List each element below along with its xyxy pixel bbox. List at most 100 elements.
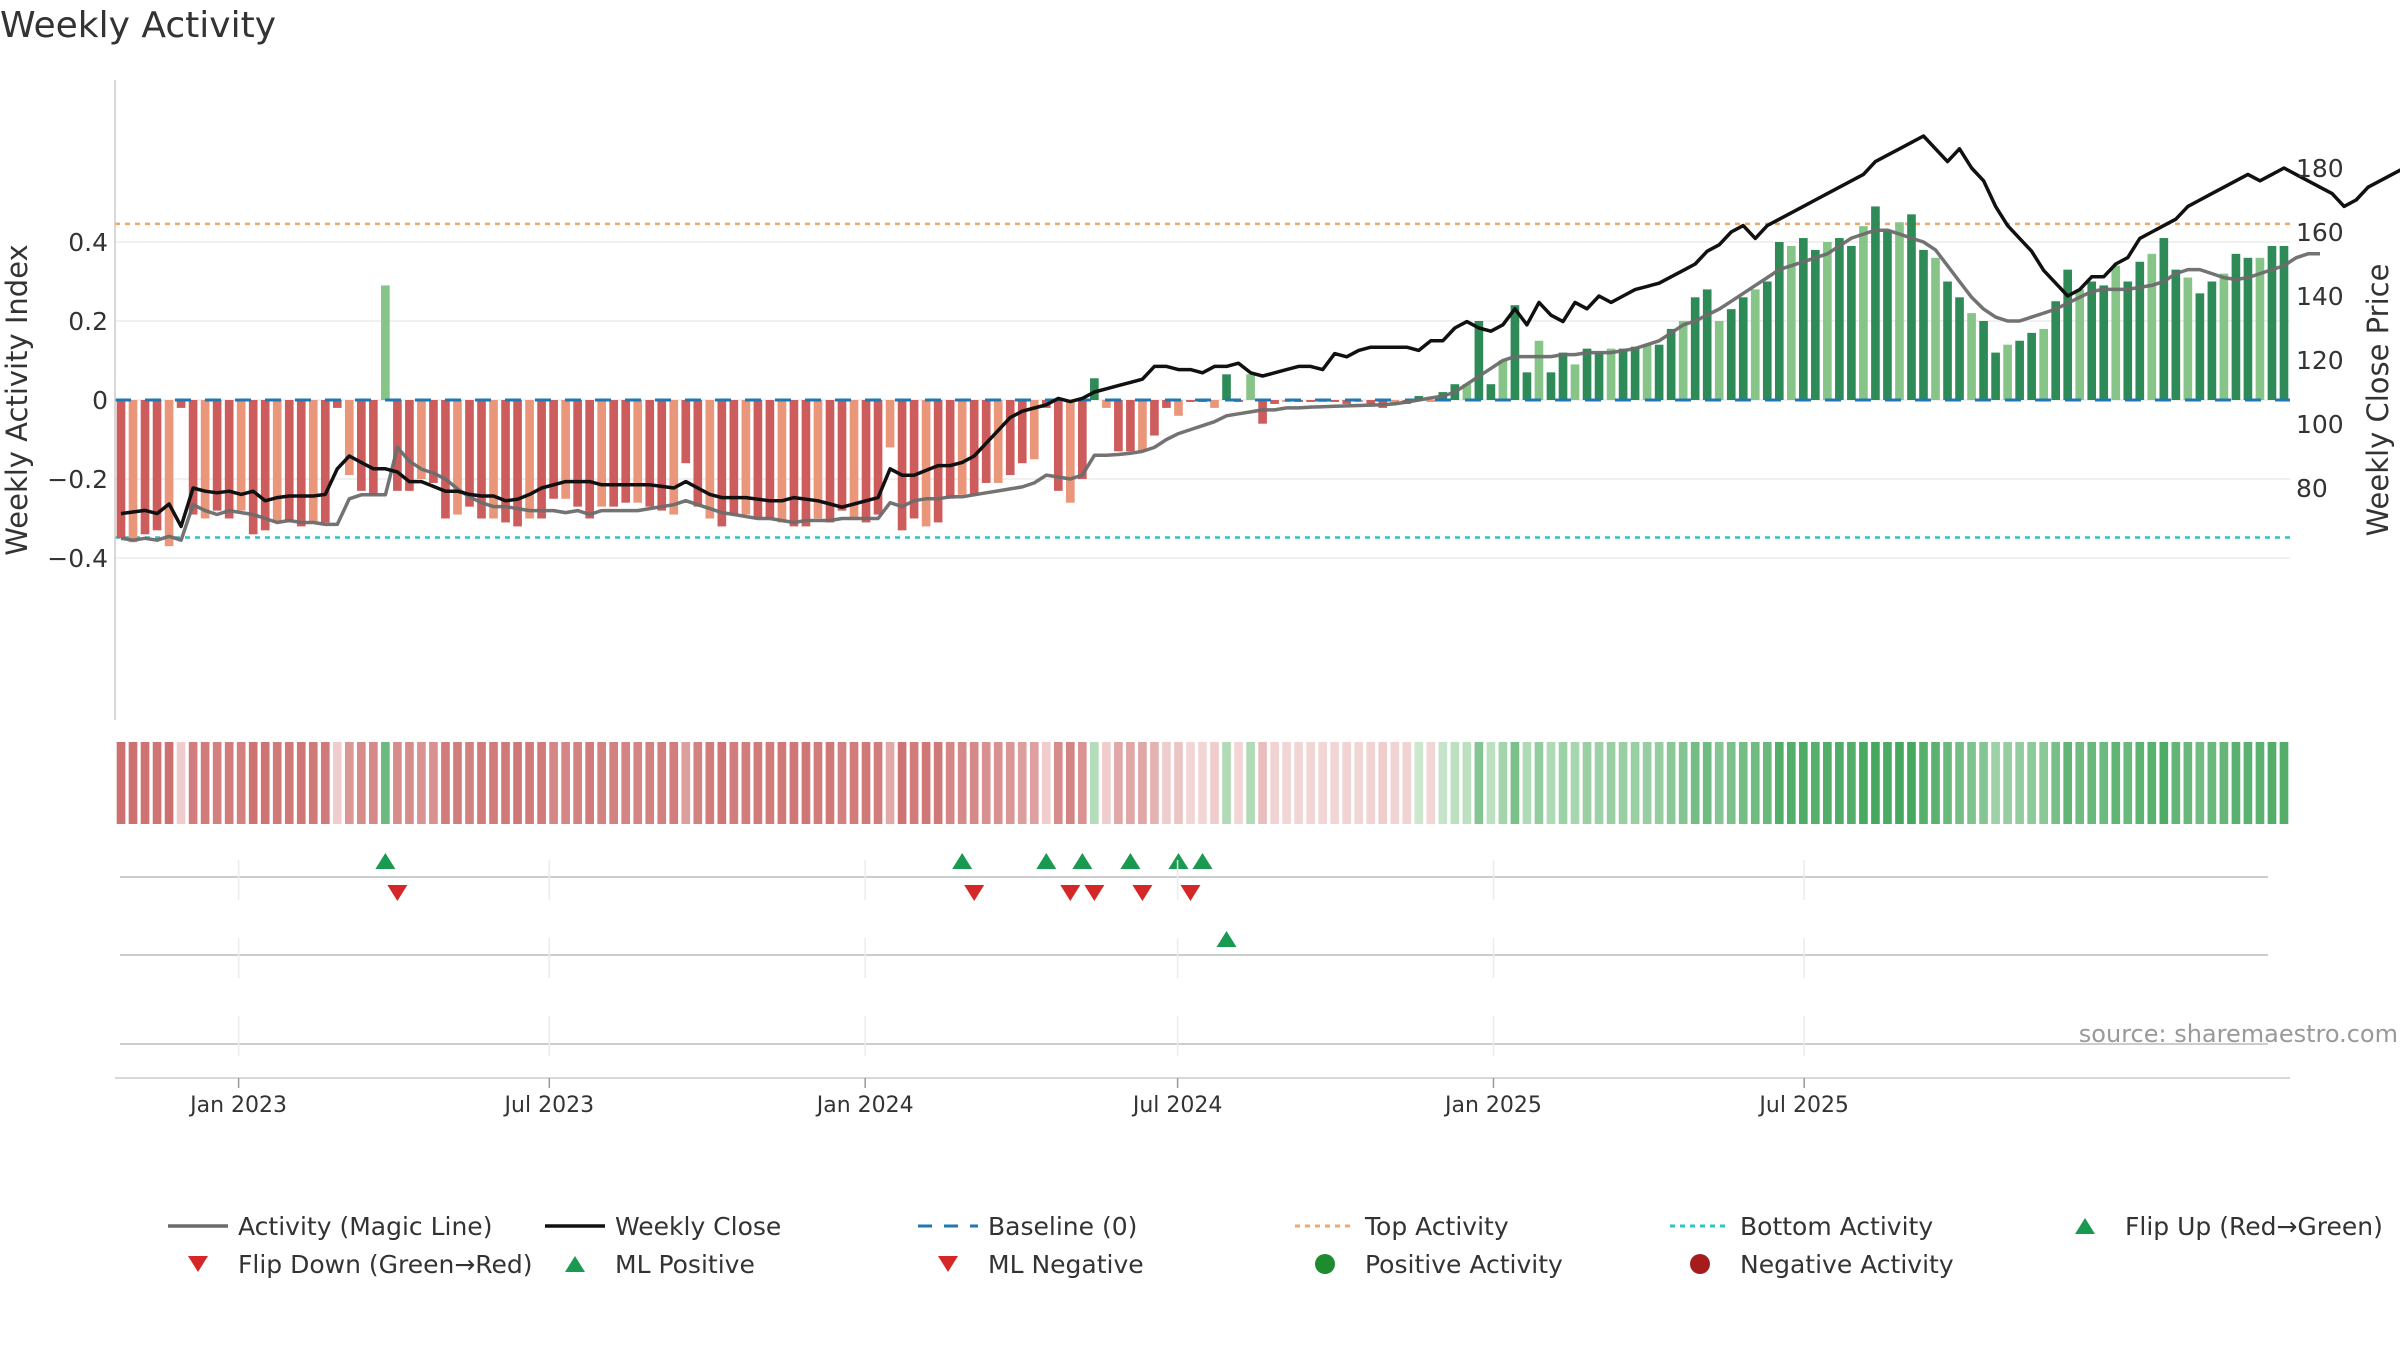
activity-bar (272, 400, 282, 523)
heat-cell (1438, 742, 1448, 824)
y-left-axis-title: Weekly Activity Index (0, 244, 34, 555)
activity-bar (945, 400, 955, 499)
legend-label: Baseline (0) (988, 1212, 1137, 1241)
signal-rows (120, 853, 2268, 1045)
heat-cell (1390, 742, 1400, 824)
activity-bar (1114, 400, 1123, 452)
activity-bar (1835, 238, 1844, 400)
activity-bar (549, 400, 558, 499)
activity-bar (224, 400, 234, 519)
heat-cell (1342, 742, 1352, 824)
activity-bar (1570, 364, 1580, 400)
heat-cell (909, 742, 919, 824)
flip-down-marker (1060, 885, 1081, 901)
activity-bar (1390, 400, 1400, 404)
activity-bar (933, 400, 943, 523)
heat-cell (200, 742, 210, 824)
heat-cell (861, 742, 871, 824)
heat-cell (753, 742, 763, 824)
heat-cell (1138, 742, 1147, 824)
heat-cell (1029, 742, 1039, 824)
activity-bar (2015, 340, 2024, 400)
y-right-tick-label: 160 (2296, 218, 2344, 247)
heat-cell (1738, 742, 1748, 824)
flip-up-marker (1120, 853, 1141, 869)
flip-up-marker (375, 853, 396, 869)
heat-cell (957, 742, 967, 824)
heat-cell (296, 742, 306, 824)
activity-bar (2171, 269, 2181, 400)
heat-cell (2147, 742, 2157, 824)
heat-cell (1750, 742, 1760, 824)
heat-cell (369, 742, 378, 824)
activity-bar (2135, 261, 2145, 400)
y-left-tick-label: −0.4 (47, 544, 108, 573)
activity-bar (477, 400, 486, 519)
activity-bar (585, 400, 594, 519)
heat-cell (1222, 742, 1231, 824)
activity-bar (2087, 281, 2097, 400)
heat-cell (260, 742, 270, 824)
activity-bar (1186, 400, 1195, 402)
activity-bar (753, 400, 763, 519)
heat-cell (2015, 742, 2024, 824)
flip-down-marker (1132, 885, 1153, 901)
heat-cell (885, 742, 895, 824)
activity-bar (1811, 249, 1820, 400)
heat-cell (2123, 742, 2133, 824)
y-right-tick-label: 100 (2296, 410, 2344, 439)
heat-cell (381, 742, 390, 824)
activity-bar (140, 400, 150, 535)
activity-heat-strip (116, 742, 2289, 824)
legend-item: Bottom Activity (1670, 1212, 1933, 1241)
x-axis: Jan 2023 Jul 2023 Jan 2024 Jul 2024 Jan 2025… (115, 860, 2290, 1118)
activity-bar (669, 400, 679, 515)
activity-bar (1618, 348, 1628, 400)
activity-bar (1065, 400, 1075, 503)
heat-cell (1979, 742, 1988, 824)
heat-cell (1474, 742, 1484, 824)
heat-cell (1078, 742, 1087, 824)
heat-cell (1991, 742, 2000, 824)
heat-cell (621, 742, 631, 824)
heat-cell (1690, 742, 1700, 824)
flip-down-marker (964, 885, 985, 901)
legend-swatch-circle (1690, 1254, 1710, 1274)
activity-bar (284, 400, 294, 523)
activity-bar (369, 400, 378, 495)
flip-up-marker (952, 853, 973, 869)
heat-cell (2267, 742, 2277, 824)
series-lines (115, 134, 2400, 542)
activity-bar (1534, 340, 1544, 400)
legend-item: Flip Up (Red→Green) (2075, 1212, 2383, 1241)
heat-cell (1318, 742, 1327, 824)
activity-bar (1017, 400, 1027, 464)
flip-down-marker (387, 885, 408, 901)
activity-bar (1654, 344, 1664, 400)
activity-bar (909, 400, 919, 519)
activity-bar (2003, 344, 2012, 400)
heat-cell (801, 742, 811, 824)
heat-cell (477, 742, 486, 824)
activity-bar (561, 400, 570, 499)
activity-bar (657, 400, 667, 511)
heat-cell (1102, 742, 1111, 824)
y-right-tick-label: 80 (2296, 474, 2328, 503)
heat-cell (164, 742, 174, 824)
heat-cell (236, 742, 246, 824)
y-right-axis-title: Weekly Close Price (2361, 264, 2395, 537)
heat-cell (1414, 742, 1424, 824)
activity-bar (873, 400, 883, 515)
x-tick-label: Jul 2023 (503, 1093, 595, 1118)
activity-bar (236, 400, 246, 511)
activity-bar (429, 400, 438, 483)
activity-bar (1210, 400, 1219, 408)
legend-item: Activity (Magic Line) (168, 1212, 492, 1241)
activity-bar (1979, 321, 1988, 400)
activity-bar (1342, 400, 1352, 404)
activity-bar (1859, 226, 1868, 400)
heat-cell (1198, 742, 1207, 824)
activity-bar (2099, 285, 2109, 400)
activity-bar (2195, 293, 2205, 400)
activity-bar (777, 400, 787, 523)
